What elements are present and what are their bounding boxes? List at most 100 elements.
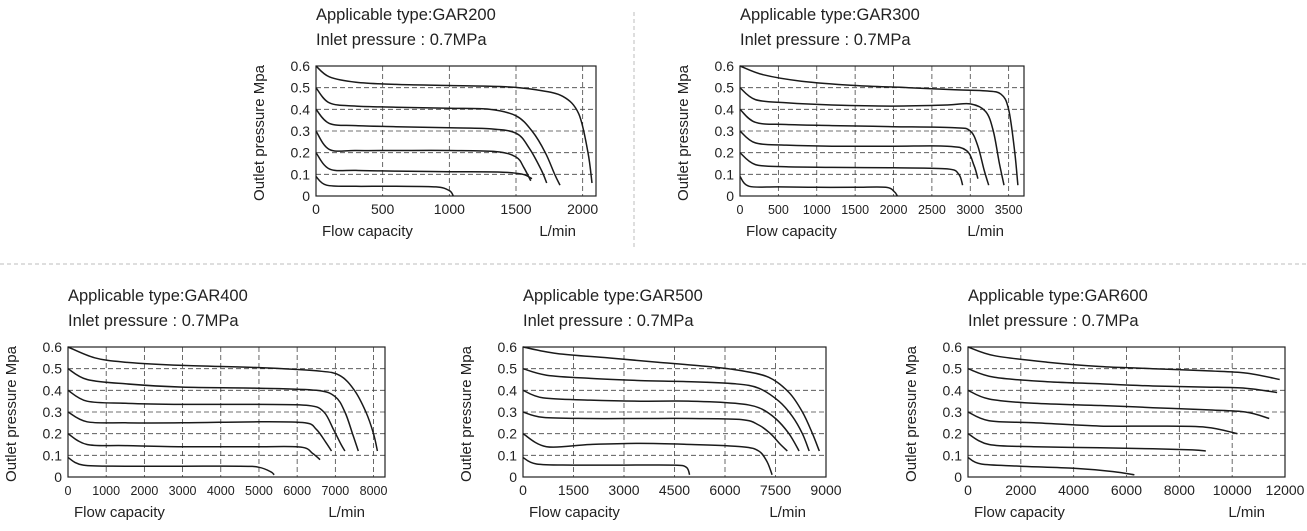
y-tick-label: 0.1 <box>43 447 63 463</box>
x-axis-unit: L/min <box>769 504 806 521</box>
x-tick-label: 0 <box>964 482 972 498</box>
pressure-curve-5 <box>739 152 964 186</box>
x-tick-label: 2500 <box>918 203 946 217</box>
charts-group: Applicable type:GAR200 Inlet pressure : 0… <box>3 6 1305 521</box>
y-tick-label: 0 <box>302 188 310 204</box>
pressure-curve-6 <box>739 175 899 197</box>
x-axis-unit: L/min <box>967 223 1004 240</box>
chart-gar600: Applicable type:GAR600 Inlet pressure : 0… <box>903 287 1305 521</box>
x-tick-label: 6000 <box>283 484 311 498</box>
chart-subtitle: Inlet pressure : 0.7MPa <box>316 31 487 49</box>
y-tick-label: 0.6 <box>43 339 63 355</box>
x-tick-label: 1000 <box>803 203 831 217</box>
pressure-curve-3 <box>315 108 548 184</box>
pressure-curve-1 <box>522 346 820 452</box>
x-tick-label: 500 <box>371 201 395 217</box>
x-tick-label: 0 <box>737 203 744 217</box>
pressure-curve-4 <box>67 411 333 452</box>
pressure-curve-6 <box>522 456 691 476</box>
y-tick-label: 0 <box>954 469 962 485</box>
x-tick-label: 3000 <box>169 484 197 498</box>
y-tick-label: 0.4 <box>715 101 735 117</box>
x-tick-label: 1500 <box>558 482 589 498</box>
chart-gar500: Applicable type:GAR500 Inlet pressure : 0… <box>458 287 842 521</box>
pressure-curve-2 <box>967 367 1278 394</box>
x-tick-label: 3000 <box>956 203 984 217</box>
x-tick-label: 3000 <box>608 482 639 498</box>
chart-gar200: Applicable type:GAR200 Inlet pressure : 0… <box>251 6 598 240</box>
pressure-curve-2 <box>522 367 810 452</box>
y-tick-label: 0.3 <box>291 123 311 139</box>
pressure-curve-3 <box>522 389 800 452</box>
x-tick-label: 4000 <box>1058 482 1089 498</box>
x-tick-label: 10000 <box>1213 482 1252 498</box>
x-tick-label: 1500 <box>500 201 531 217</box>
pressure-curve-6 <box>67 456 275 476</box>
y-axis-label: Outlet pressure Mpa <box>903 345 920 482</box>
x-tick-label: 2000 <box>567 201 598 217</box>
pressure-curve-2 <box>739 87 1005 186</box>
y-tick-label: 0 <box>726 188 734 204</box>
pressure-curve-5 <box>315 152 533 180</box>
y-tick-label: 0.6 <box>498 339 518 355</box>
y-tick-label: 0.2 <box>498 426 518 442</box>
x-tick-label: 5000 <box>245 484 273 498</box>
pressure-curve-5 <box>967 433 1206 452</box>
x-axis-unit: L/min <box>539 223 576 240</box>
x-tick-label: 2000 <box>130 484 158 498</box>
y-tick-label: 0.4 <box>291 101 311 117</box>
y-tick-label: 0.2 <box>291 145 311 161</box>
y-tick-label: 0.3 <box>943 404 963 420</box>
pressure-curve-4 <box>315 130 532 182</box>
pressure-curve-3 <box>67 389 346 452</box>
chart-title: Applicable type:GAR300 <box>740 6 920 24</box>
pressure-curve-1 <box>967 346 1280 381</box>
x-tick-label: 8000 <box>360 484 388 498</box>
y-tick-label: 0.2 <box>43 426 63 442</box>
pressure-curve-4 <box>967 411 1238 435</box>
y-axis-label: Outlet pressure Mpa <box>458 345 475 482</box>
x-axis-unit: L/min <box>328 504 365 521</box>
y-axis-label: Outlet pressure Mpa <box>3 345 20 482</box>
x-tick-label: 1000 <box>92 484 120 498</box>
chart-gar300: Applicable type:GAR300 Inlet pressure : 0… <box>675 6 1025 240</box>
y-tick-label: 0.1 <box>291 166 311 182</box>
y-tick-label: 0.1 <box>943 447 963 463</box>
chart-title: Applicable type:GAR600 <box>968 287 1148 305</box>
x-tick-label: 7000 <box>321 484 349 498</box>
y-tick-label: 0.4 <box>43 382 63 398</box>
x-axis-label: Flow capacity <box>974 504 1065 521</box>
y-tick-label: 0.4 <box>943 382 963 398</box>
x-axis-label: Flow capacity <box>74 504 165 521</box>
pressure-curve-3 <box>967 389 1270 420</box>
x-tick-label: 3500 <box>995 203 1023 217</box>
pressure-curve-2 <box>315 87 561 186</box>
x-tick-label: 1500 <box>841 203 869 217</box>
y-tick-label: 0 <box>509 469 517 485</box>
x-tick-label: 0 <box>65 484 72 498</box>
chart-title: Applicable type:GAR200 <box>316 6 496 24</box>
pressure-curve-4 <box>522 411 788 452</box>
chart-subtitle: Inlet pressure : 0.7MPa <box>68 312 239 330</box>
x-tick-label: 0 <box>312 201 320 217</box>
x-axis-label: Flow capacity <box>322 223 413 240</box>
y-axis-label: Outlet pressure Mpa <box>251 64 268 201</box>
pressure-curve-4 <box>739 130 979 179</box>
y-tick-label: 0.2 <box>715 145 735 161</box>
chart-title: Applicable type:GAR500 <box>523 287 703 305</box>
chart-gar400: Applicable type:GAR400 Inlet pressure : 0… <box>3 287 387 521</box>
pressure-curve-1 <box>315 65 593 184</box>
x-tick-label: 9000 <box>810 482 841 498</box>
pressure-curve-6 <box>967 456 1135 476</box>
y-tick-label: 0.5 <box>715 80 735 96</box>
y-tick-label: 0.4 <box>498 382 518 398</box>
pressure-curve-5 <box>522 433 773 476</box>
y-tick-label: 0.6 <box>943 339 963 355</box>
pressure-curve-5 <box>67 433 321 461</box>
y-tick-label: 0.1 <box>498 447 518 463</box>
x-tick-label: 4000 <box>207 484 235 498</box>
pressure-curve-6 <box>315 175 454 197</box>
y-tick-label: 0.6 <box>291 58 311 74</box>
y-tick-label: 0.5 <box>943 361 963 377</box>
pressure-curve-3 <box>739 108 990 186</box>
